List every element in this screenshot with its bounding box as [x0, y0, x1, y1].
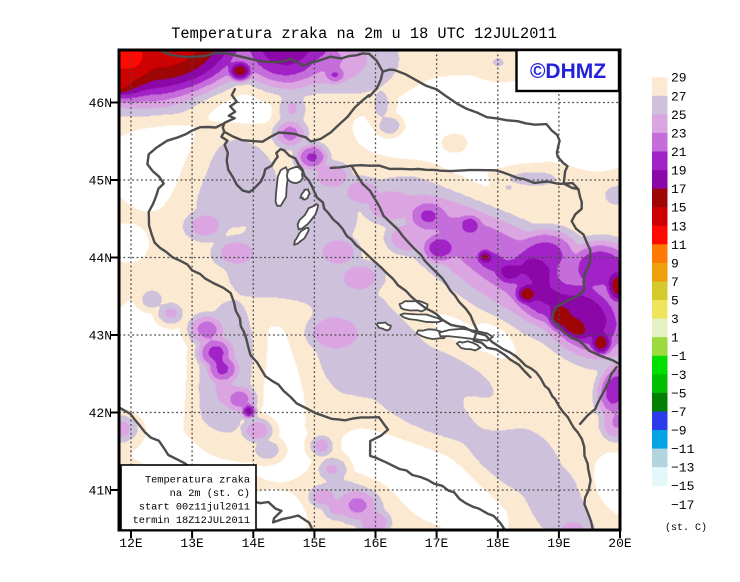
svg-text:15: 15 [671, 201, 687, 216]
svg-text:42N: 42N [89, 406, 112, 421]
svg-text:termin 18Z12JUL2011: termin 18Z12JUL2011 [133, 515, 250, 527]
svg-text:41N: 41N [89, 484, 112, 499]
svg-text:−5: −5 [671, 386, 687, 401]
svg-text:27: 27 [671, 89, 687, 104]
svg-text:7: 7 [671, 275, 679, 290]
svg-text:−1: −1 [671, 349, 687, 364]
svg-text:9: 9 [671, 256, 679, 271]
svg-text:17: 17 [671, 182, 687, 197]
svg-text:20E: 20E [608, 536, 632, 551]
svg-text:©DHMZ: ©DHMZ [530, 60, 606, 83]
svg-text:na 2m (st. C): na 2m (st. C) [170, 488, 250, 500]
svg-text:44N: 44N [89, 251, 112, 266]
svg-text:3: 3 [671, 312, 679, 327]
svg-text:19E: 19E [547, 536, 571, 551]
svg-text:−9: −9 [671, 424, 687, 439]
svg-text:−17: −17 [671, 498, 694, 513]
svg-text:−15: −15 [671, 479, 694, 494]
svg-text:−7: −7 [671, 405, 687, 420]
svg-text:15E: 15E [303, 536, 327, 551]
svg-text:11: 11 [671, 238, 687, 253]
svg-text:21: 21 [671, 145, 687, 160]
svg-text:14E: 14E [242, 536, 266, 551]
svg-text:(st. C): (st. C) [665, 522, 707, 534]
svg-text:1: 1 [671, 331, 679, 346]
svg-text:16E: 16E [364, 536, 388, 551]
svg-text:25: 25 [671, 108, 687, 123]
svg-text:13E: 13E [180, 536, 204, 551]
svg-text:18E: 18E [486, 536, 510, 551]
svg-text:5: 5 [671, 294, 679, 309]
svg-text:46N: 46N [89, 96, 112, 111]
svg-text:29: 29 [671, 71, 687, 86]
svg-text:45N: 45N [89, 174, 112, 189]
svg-text:−11: −11 [671, 442, 695, 457]
svg-text:17E: 17E [425, 536, 449, 551]
svg-text:23: 23 [671, 126, 687, 141]
svg-text:−3: −3 [671, 368, 687, 383]
svg-text:13: 13 [671, 219, 687, 234]
svg-text:43N: 43N [89, 329, 112, 344]
svg-text:19: 19 [671, 164, 687, 179]
svg-text:−13: −13 [671, 461, 694, 476]
svg-text:Temperatura zraka: Temperatura zraka [145, 475, 250, 487]
svg-text:12E: 12E [119, 536, 143, 551]
svg-text:start 00z11jul2011: start 00z11jul2011 [139, 502, 250, 514]
svg-text:Temperatura zraka na 2m u 18 U: Temperatura zraka na 2m u 18 UTC 12JUL20… [171, 25, 557, 43]
